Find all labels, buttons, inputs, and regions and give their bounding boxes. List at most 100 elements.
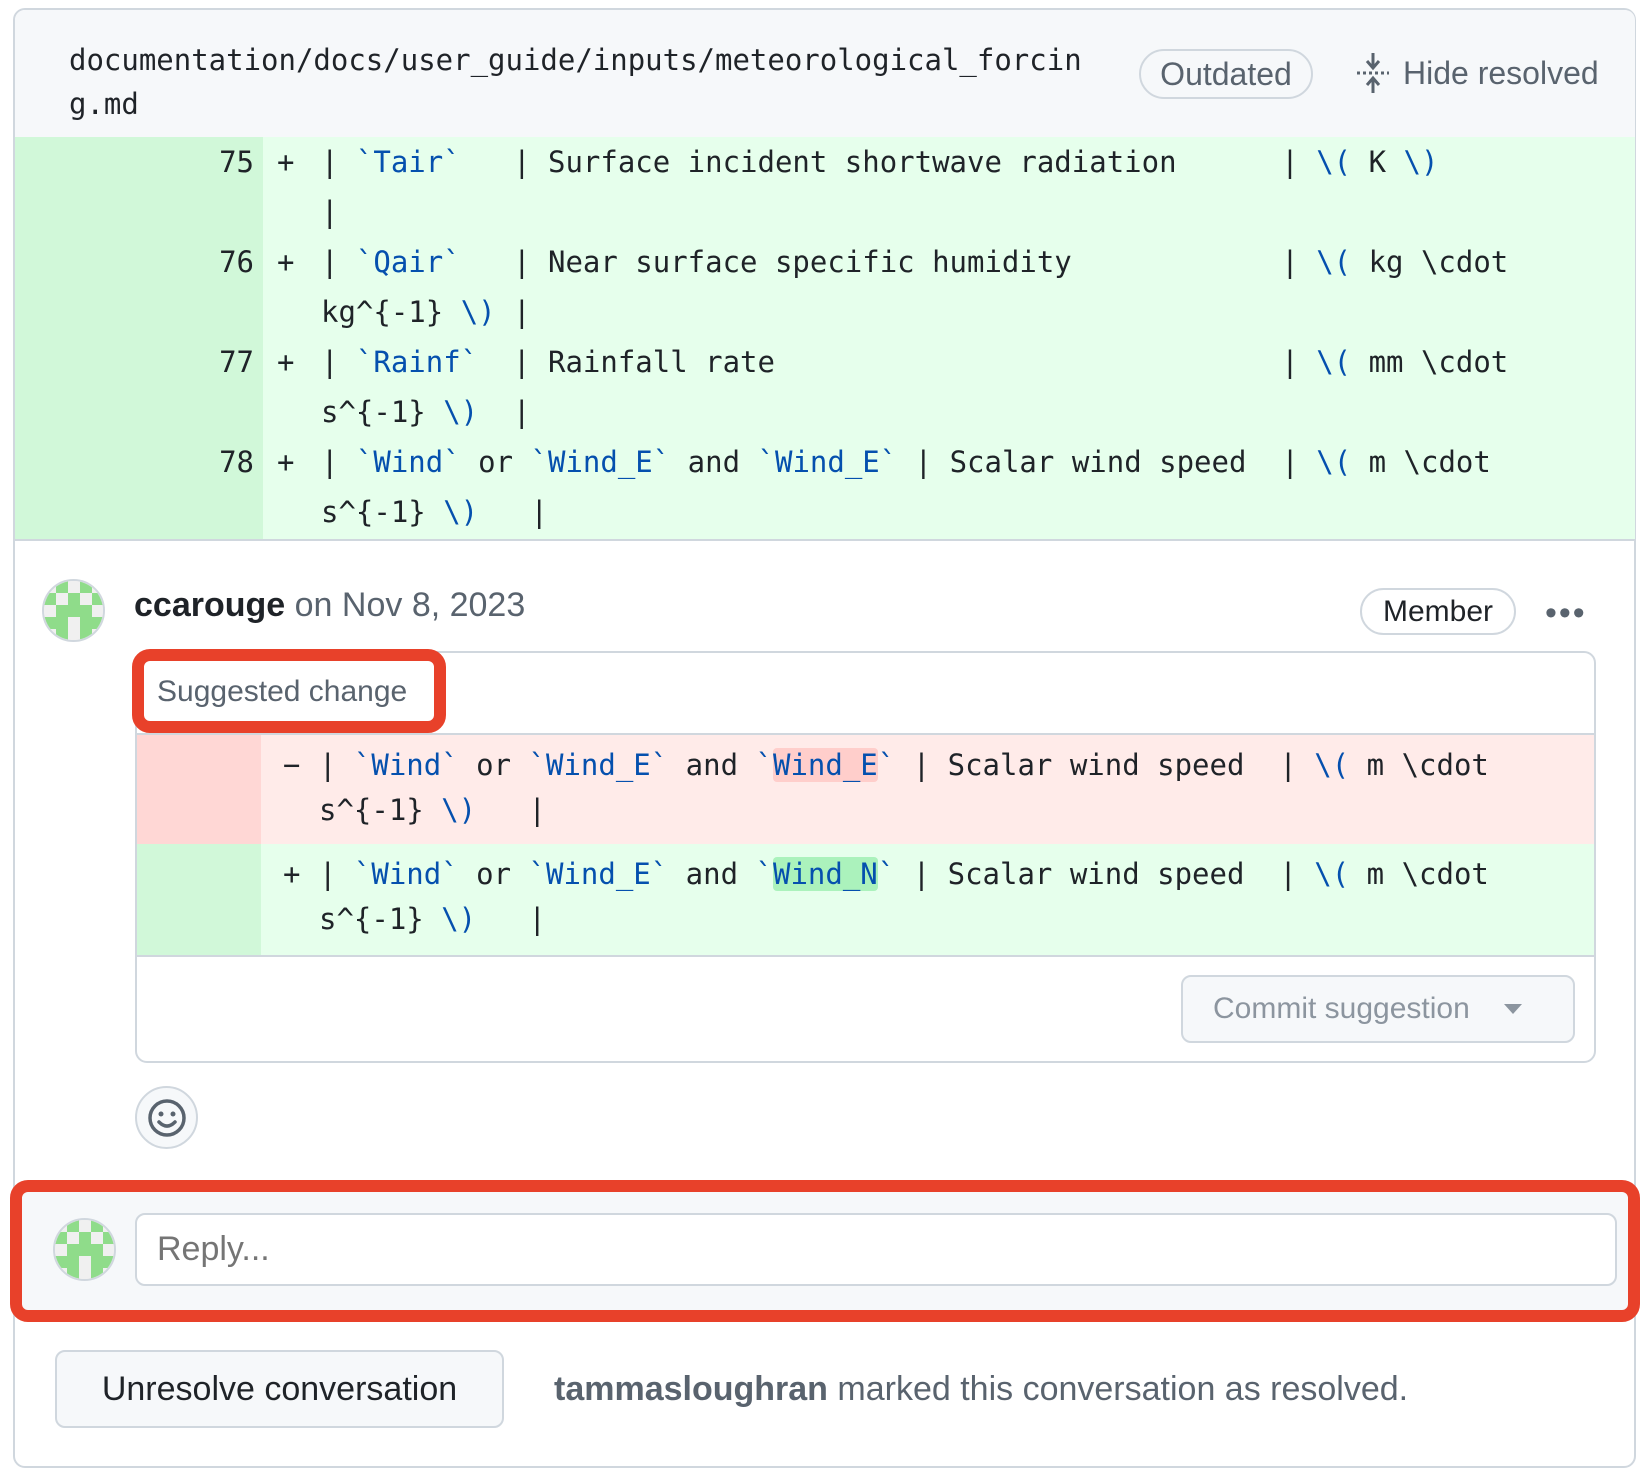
- code-text: or: [458, 857, 529, 891]
- added-gutter: [137, 844, 261, 955]
- code-text: |: [321, 145, 356, 179]
- code-row: s^{-1} \) |: [319, 897, 546, 942]
- line-number[interactable]: 78: [219, 445, 254, 479]
- avatar[interactable]: [42, 579, 105, 642]
- member-badge: Member: [1360, 588, 1516, 635]
- comment-header: ccarouge on Nov 8, 2023: [134, 586, 525, 625]
- smiley-icon: [147, 1098, 186, 1137]
- diff-sign: +: [277, 145, 295, 179]
- comment-date[interactable]: on Nov 8, 2023: [294, 586, 526, 624]
- code-text: and: [668, 857, 756, 891]
- code-text: s^{-1}: [319, 902, 442, 936]
- line-number-gutter: [15, 137, 263, 539]
- code-token: \(: [1316, 345, 1352, 379]
- code-row: | `Tair` | Surface incident shortwave ra…: [321, 137, 1438, 187]
- add-reaction-button[interactable]: [135, 1086, 198, 1149]
- code-text: | Rainfall rate |: [478, 345, 1317, 379]
- kebab-horizontal-icon[interactable]: •••: [1545, 594, 1587, 632]
- code-text: |: [495, 295, 531, 329]
- code-token: \): [443, 395, 479, 429]
- code-text: | Surface incident shortwave radiation |: [460, 145, 1317, 179]
- code-token: `: [755, 748, 773, 782]
- deleted-gutter: [137, 735, 261, 846]
- code-row: |: [321, 187, 338, 237]
- code-token: `Wind_E`: [757, 445, 898, 479]
- diff-sign: +: [277, 445, 295, 479]
- code-text: kg^{-1}: [321, 295, 461, 329]
- code-text: |: [321, 195, 339, 229]
- file-path-wrap[interactable]: g.md: [69, 87, 139, 121]
- code-text: K: [1351, 145, 1404, 179]
- hide-resolved-label: Hide resolved: [1403, 54, 1599, 91]
- diff-sign: +: [277, 245, 295, 279]
- resolution-message: marked this conversation as resolved.: [827, 1370, 1409, 1408]
- code-token: \): [441, 793, 477, 827]
- code-text: and: [668, 748, 756, 782]
- code-text: s^{-1}: [321, 395, 444, 429]
- code-row: s^{-1} \) |: [319, 788, 546, 833]
- code-text: kg \cdot: [1351, 245, 1509, 279]
- code-text: |: [476, 902, 546, 936]
- code-text: mm \cdot: [1351, 345, 1509, 379]
- code-token: \): [443, 495, 479, 529]
- caret-down-icon: [1503, 1004, 1522, 1014]
- code-token: `Wind`: [353, 748, 459, 782]
- resolver-name[interactable]: tammasloughran: [554, 1370, 828, 1408]
- code-token: \(: [1314, 857, 1350, 891]
- diff-sign: +: [277, 345, 295, 379]
- code-text: | Scalar wind speed |: [897, 445, 1317, 479]
- suggested-change-highlight: [132, 649, 446, 733]
- code-text: |: [321, 345, 356, 379]
- reply-input[interactable]: [135, 1213, 1617, 1286]
- comment-author[interactable]: ccarouge: [134, 586, 286, 624]
- resolution-status: tammasloughran marked this conversation …: [554, 1370, 1408, 1409]
- code-text: |: [319, 748, 354, 782]
- diff-sign: −: [283, 748, 301, 782]
- unresolve-conversation-button[interactable]: Unresolve conversation: [55, 1350, 504, 1428]
- diff-sign: +: [283, 857, 301, 891]
- deleted-line: − | `Wind` or `Wind_E` and `Wind_E` | Sca…: [137, 733, 1594, 846]
- code-text: m \cdot: [1349, 857, 1489, 891]
- code-token: `Wind_E`: [528, 748, 669, 782]
- code-token: Wind_E: [773, 748, 878, 782]
- code-text: |: [321, 445, 356, 479]
- code-token: `Qair`: [355, 245, 461, 279]
- diff-hunk: 75 + | `Tair` | Surface incident shortwave…: [15, 137, 1635, 541]
- code-text: | Scalar wind speed |: [895, 857, 1315, 891]
- code-text: | Near surface specific humidity |: [460, 245, 1317, 279]
- code-token: `Rainf`: [355, 345, 479, 379]
- code-row: | `Wind` or `Wind_E` and `Wind_E` | Scal…: [319, 743, 1489, 788]
- code-text: m \cdot: [1351, 445, 1491, 479]
- code-row: | `Wind` or `Wind_E` and `Wind_E` | Scal…: [321, 437, 1491, 487]
- reply-avatar: [53, 1218, 116, 1281]
- hide-resolved-button[interactable]: Hide resolved: [1355, 48, 1599, 98]
- outdated-badge: Outdated: [1139, 49, 1313, 99]
- code-text: s^{-1}: [319, 793, 442, 827]
- reply-highlight: [10, 1180, 1640, 1322]
- code-text: and: [670, 445, 758, 479]
- fold-icon: [1357, 53, 1389, 93]
- identicon: [44, 581, 103, 640]
- line-number[interactable]: 77: [219, 345, 254, 379]
- code-token: \(: [1316, 145, 1352, 179]
- added-line: + | `Wind` or `Wind_E` and `Wind_N` | Sca…: [137, 844, 1594, 957]
- code-text: | Scalar wind speed |: [895, 748, 1315, 782]
- code-token: `Wind_E`: [530, 445, 671, 479]
- commit-suggestion-button[interactable]: Commit suggestion: [1181, 975, 1575, 1043]
- file-header: documentation/docs/user_guide/inputs/met…: [15, 10, 1635, 137]
- code-text: |: [478, 495, 548, 529]
- code-text: |: [319, 857, 354, 891]
- code-row: | `Qair` | Near surface specific humidit…: [321, 237, 1508, 287]
- code-text: or: [458, 748, 529, 782]
- identicon: [55, 1220, 114, 1279]
- code-token: \): [1403, 145, 1439, 179]
- code-token: Wind_N: [773, 857, 878, 891]
- line-number[interactable]: 76: [219, 245, 254, 279]
- code-token: `Tair`: [355, 145, 461, 179]
- code-row: kg^{-1} \) |: [321, 287, 531, 337]
- line-number[interactable]: 75: [219, 145, 254, 179]
- code-token: `: [755, 857, 773, 891]
- code-text: m \cdot: [1349, 748, 1489, 782]
- code-row: | `Rainf` | Rainfall rate | \( mm \cdot: [321, 337, 1508, 387]
- file-path[interactable]: documentation/docs/user_guide/inputs/met…: [69, 43, 1082, 77]
